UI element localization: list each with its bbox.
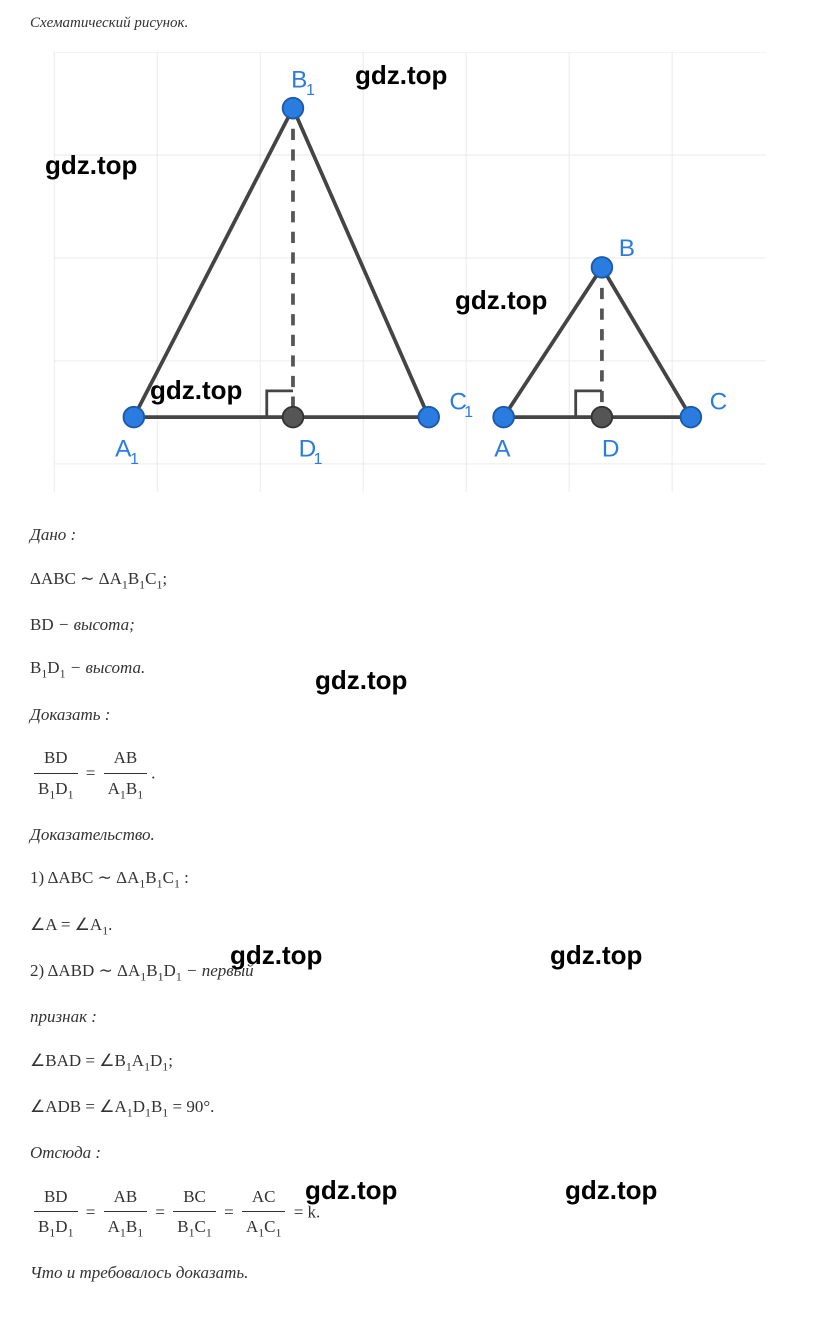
frac-f1: BD B1D1 <box>34 1184 78 1243</box>
s1-abc: ABC <box>58 868 93 887</box>
svg-text:C: C <box>710 389 728 416</box>
triangle-diagram: A1B1C1D1 ABCD <box>30 52 790 492</box>
svg-text:1: 1 <box>464 404 473 421</box>
step-2-angle-1: ∠BAD = ∠B1A1D1; <box>30 1048 789 1076</box>
s1-num: 1) Δ <box>30 868 58 887</box>
den-b1d1: B1D1 <box>34 773 78 804</box>
prove-label: Доказать : <box>30 702 789 728</box>
geometry-figure: A1B1C1D1 ABCD <box>30 52 790 492</box>
equals-1: = <box>86 763 100 782</box>
svg-text:B: B <box>619 235 635 262</box>
semicolon: ; <box>162 569 167 588</box>
fraction-2: AB A1B1 <box>104 745 148 804</box>
num-ab: AB <box>104 745 148 773</box>
a1: A <box>110 569 122 588</box>
abc: ABC <box>41 569 76 588</box>
given-line-2: BD − высота; <box>30 612 789 638</box>
height-text-2: − высота. <box>66 658 146 677</box>
sim: ∼ Δ <box>76 569 110 588</box>
svg-text:A: A <box>494 435 511 462</box>
given-line-1: ΔABC ∼ ΔA1B1C1; <box>30 566 789 594</box>
num-bd: BD <box>34 745 78 773</box>
frac-f4: AC A1C1 <box>242 1184 286 1243</box>
c1: C <box>145 569 156 588</box>
height-text: − высота; <box>54 615 135 634</box>
given-line-3: B1D1 − высота. <box>30 655 789 683</box>
den-a1b1: A1B1 <box>104 773 148 804</box>
svg-text:1: 1 <box>314 451 323 468</box>
step-2: 2) ΔABD ∼ ΔA1B1D1 − первый <box>30 958 789 986</box>
b1d1-d: D <box>47 658 59 677</box>
svg-text:D: D <box>602 435 620 462</box>
prove-equation: BD B1D1 = AB A1B1 . <box>30 745 789 804</box>
delta-prefix: Δ <box>30 569 41 588</box>
proof-label: Доказательство. <box>30 822 789 848</box>
step-2-sign: признак : <box>30 1004 789 1030</box>
step-1-angle: ∠A = ∠A1. <box>30 912 789 940</box>
frac-f2: AB A1B1 <box>104 1184 148 1243</box>
period: . <box>151 763 155 782</box>
bd: BD <box>30 615 54 634</box>
step-1: 1) ΔABC ∼ ΔA1B1C1 : <box>30 865 789 893</box>
svg-text:1: 1 <box>306 82 315 99</box>
frac-f3: BC B1C1 <box>173 1184 216 1243</box>
b1d1-b: B <box>30 658 41 677</box>
s1-suffix: : <box>180 868 189 887</box>
final-equation: BD B1D1 = AB A1B1 = BC B1C1 = AC A1C1 = … <box>30 1184 789 1243</box>
b1: B <box>128 569 139 588</box>
fraction-1: BD B1D1 <box>34 745 78 804</box>
figure-caption: Схематический рисунок. <box>30 15 789 32</box>
s2-num: 2) Δ <box>30 961 58 980</box>
svg-text:1: 1 <box>130 451 139 468</box>
hence: Отсюда : <box>30 1140 789 1166</box>
s1-sim: ∼ Δ <box>93 868 127 887</box>
given-label: Дано : <box>30 522 789 548</box>
equals-k: = k. <box>294 1202 321 1221</box>
angle-a: ∠ <box>30 915 45 934</box>
qed: Что и требовалось доказать. <box>30 1260 789 1286</box>
svg-text:B: B <box>291 67 307 94</box>
step-2-angle-2: ∠ADB = ∠A1D1B1 = 90°. <box>30 1094 789 1122</box>
